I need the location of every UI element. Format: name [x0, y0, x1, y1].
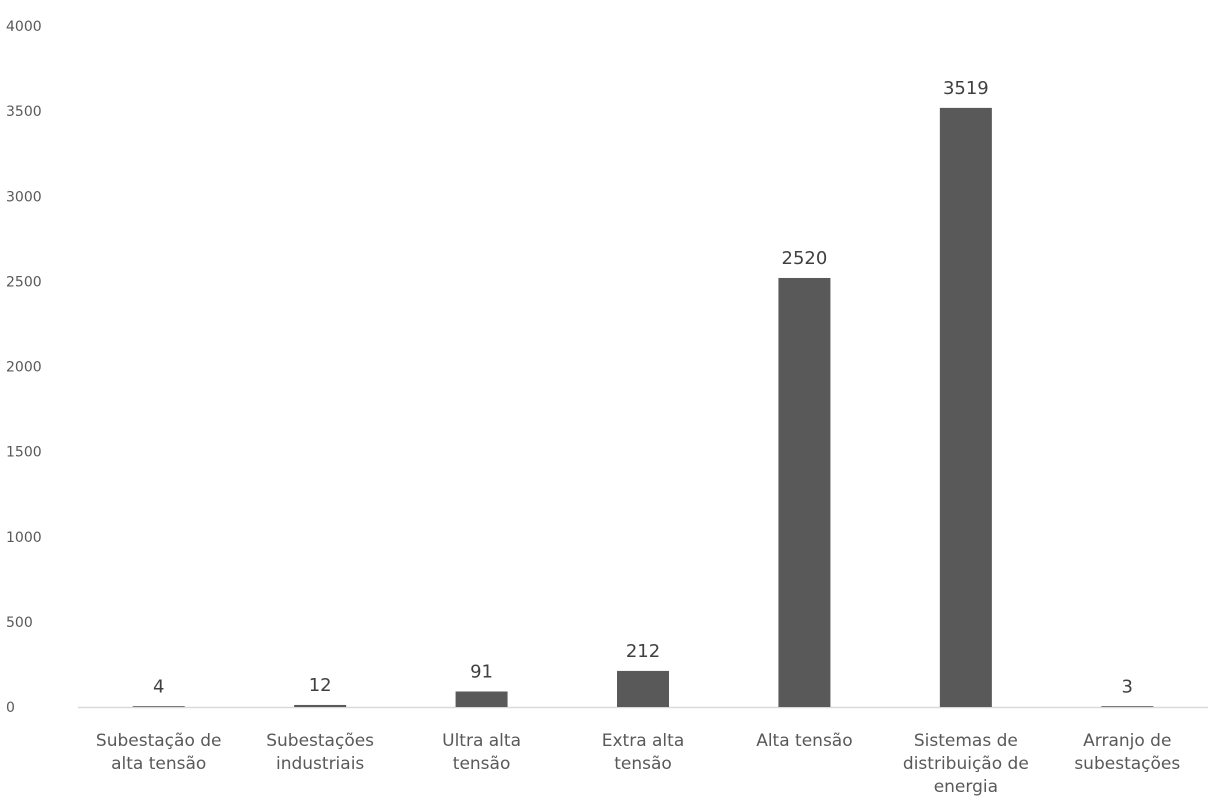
data-label: 3 — [1122, 676, 1133, 697]
y-tick-label: 1000 — [6, 530, 42, 546]
bar — [778, 277, 831, 707]
y-tick-label: 2500 — [6, 274, 42, 290]
x-tick-label-line: subestações — [1074, 754, 1180, 774]
y-axis-ticks: 0 500 1000 1500 2000 2500 3000 3500 4000 — [6, 19, 42, 716]
x-tick-label-line: Alta tensão — [756, 731, 852, 751]
x-tick-label-line: energia — [934, 777, 998, 797]
x-axis-category-labels: Subestação de alta tensão Subestações indus… — [96, 731, 1180, 797]
data-label: 12 — [309, 675, 332, 696]
data-label: 3519 — [943, 78, 989, 99]
y-tick-label: 3500 — [6, 104, 42, 120]
x-tick-label-line: tensão — [614, 754, 672, 774]
x-tick-label-line: Sistemas de — [914, 731, 1018, 751]
bars — [132, 107, 1154, 707]
data-labels: 4 12 91 212 2520 3519 3 — [153, 78, 1133, 698]
x-tick-label-line: Subestação de — [96, 731, 222, 751]
x-tick-label: Subestação de alta tensão — [96, 731, 222, 774]
x-tick-label-line: alta tensão — [111, 754, 206, 774]
y-tick-label: 500 — [6, 615, 33, 631]
bar — [294, 704, 347, 707]
y-tick-label: 3000 — [6, 189, 42, 205]
x-tick-label: Extra alta tensão — [602, 731, 685, 774]
data-label: 91 — [470, 662, 493, 683]
x-tick-label-line: tensão — [453, 754, 511, 774]
x-tick-label-line: Subestações — [266, 731, 374, 751]
bar — [1101, 706, 1154, 707]
data-label: 4 — [153, 676, 164, 697]
bar — [132, 706, 185, 707]
x-tick-label-line: industriais — [276, 754, 364, 774]
y-tick-label: 2000 — [6, 360, 42, 376]
bar — [617, 670, 669, 707]
y-tick-label: 1500 — [6, 445, 42, 461]
bar — [455, 691, 508, 707]
x-tick-label-line: Ultra alta — [442, 731, 521, 751]
x-tick-label: Subestações industriais — [266, 731, 374, 774]
x-tick-label-line: Extra alta — [602, 731, 685, 751]
x-tick-label: Alta tensão — [756, 731, 852, 751]
data-label: 2520 — [782, 248, 828, 269]
x-tick-label: Sistemas de distribuição de energia — [903, 731, 1029, 797]
y-tick-label: 4000 — [6, 19, 42, 35]
x-tick-label-line: Arranjo de — [1083, 731, 1171, 751]
data-label: 212 — [626, 641, 660, 662]
x-tick-label: Ultra alta tensão — [442, 731, 521, 774]
y-tick-label: 0 — [6, 700, 15, 716]
x-tick-label-line: distribuição de — [903, 754, 1029, 774]
bar — [939, 107, 992, 707]
x-tick-label: Arranjo de subestações — [1074, 731, 1180, 774]
